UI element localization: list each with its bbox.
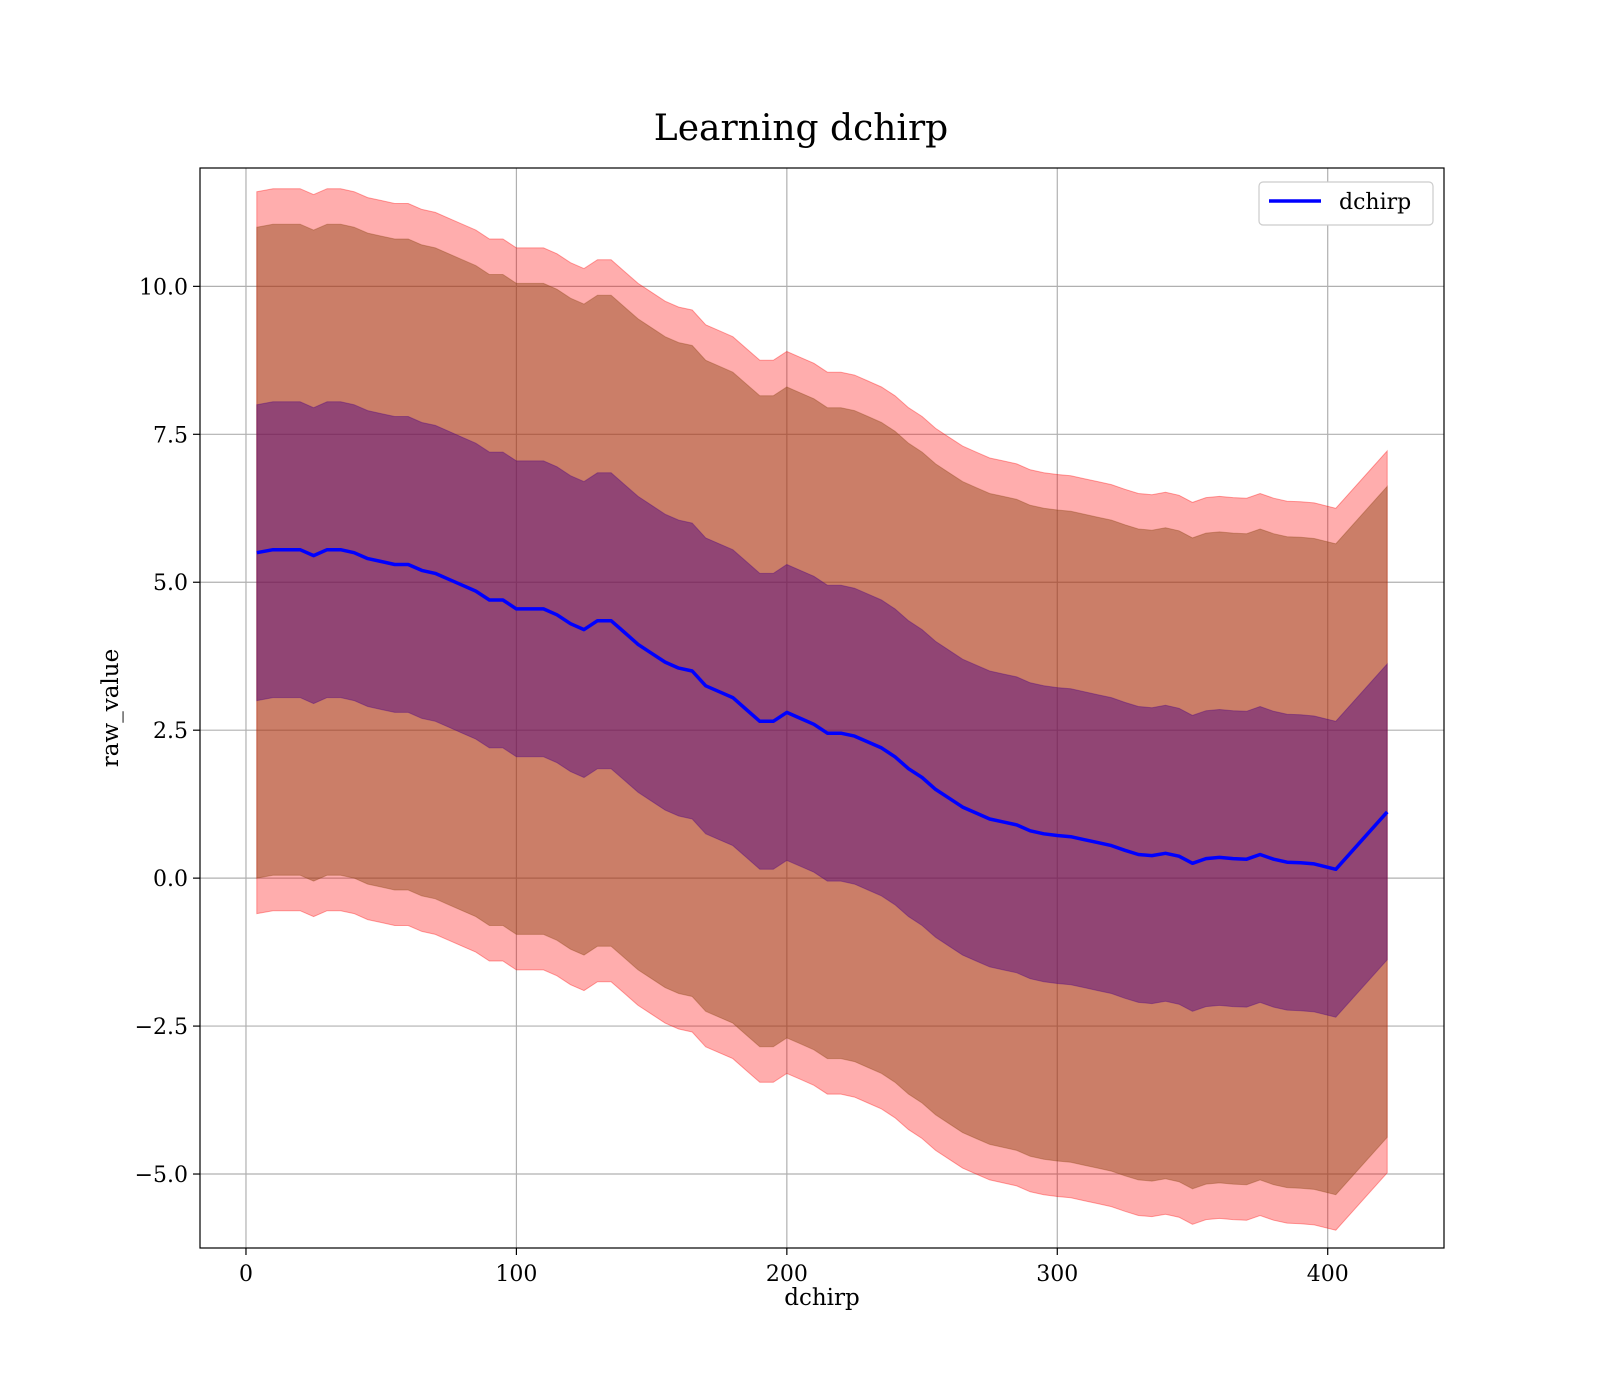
series-lines bbox=[256, 547, 1389, 872]
legend[interactable]: dchirp bbox=[1258, 181, 1434, 226]
x-axis-title: dchirp bbox=[784, 1285, 860, 1311]
y-tick-label: 2.5 bbox=[153, 719, 188, 744]
y-tick-label: 7.5 bbox=[153, 423, 188, 448]
axis-ticks: 0 100 200 300 400 −5.0 −2.5 0.0 2.5 5.0 7.5 10.0 bbox=[135, 275, 1349, 1287]
x-tick-label: 400 bbox=[1307, 1262, 1349, 1287]
plot-frame bbox=[199, 167, 1445, 1249]
x-tick-label: 300 bbox=[1036, 1262, 1078, 1287]
band-inner bbox=[256, 401, 1388, 1018]
x-tick-label: 200 bbox=[766, 1262, 808, 1287]
x-tick-label: 100 bbox=[495, 1262, 537, 1287]
y-tick-label: −2.5 bbox=[135, 1015, 188, 1040]
confidence-bands bbox=[256, 188, 1388, 1231]
band-middle bbox=[256, 223, 1388, 1196]
series-line-dchirp bbox=[256, 547, 1389, 872]
y-tick-label: −5.0 bbox=[135, 1163, 188, 1188]
y-tick-label: 5.0 bbox=[153, 571, 188, 596]
chart-title: Learning dchirp bbox=[654, 108, 948, 149]
y-tick-label: 0.0 bbox=[153, 867, 188, 892]
y-tick-label: 10.0 bbox=[139, 275, 188, 300]
band-outer bbox=[256, 188, 1388, 1231]
legend-box bbox=[1258, 181, 1434, 226]
legend-label-dchirp: dchirp bbox=[1339, 190, 1411, 215]
y-axis-title: raw_value bbox=[98, 649, 124, 767]
x-tick-label: 0 bbox=[239, 1262, 253, 1287]
